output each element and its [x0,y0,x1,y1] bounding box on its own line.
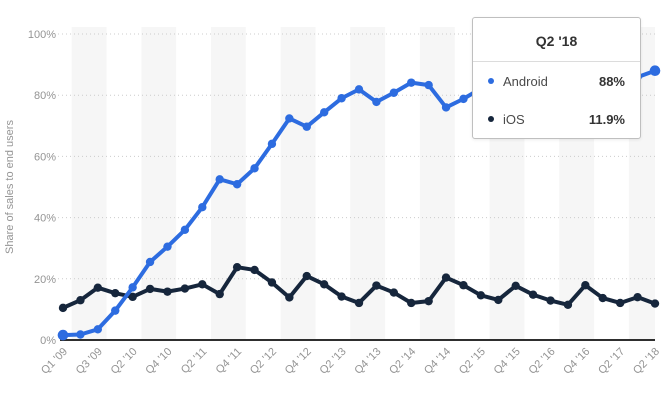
ios-data-point[interactable] [407,298,416,308]
y-axis-tick-label: 0% [40,335,56,347]
y-axis-title: Share of sales to end users [4,120,16,254]
android-data-point[interactable] [250,164,259,173]
tooltip-row-ios[interactable]: iOS 11.9% [473,100,640,138]
ios-data-point[interactable] [389,288,399,297]
x-axis-tick-label: Q2 '16 [526,346,557,377]
tooltip-label-android: Android [503,73,548,89]
x-axis-tick-label: Q2 '10 [109,346,140,377]
x-axis-tick-label: Q2 '14 [387,346,418,377]
android-data-point[interactable] [302,122,311,131]
tooltip-row-android[interactable]: Android 88% [473,62,640,100]
ios-data-point[interactable] [319,280,329,289]
ios-data-point[interactable] [198,280,207,289]
x-axis-tick-label: Q2 '13 [318,346,349,377]
ios-data-point[interactable] [598,293,607,303]
ios-data-point[interactable] [163,287,172,296]
android-data-point[interactable] [128,283,137,292]
ios-data-point[interactable] [581,281,590,290]
ios-data-point[interactable] [528,290,538,299]
plot-band-stripe [419,27,455,340]
ios-data-point[interactable] [285,293,294,302]
ios-data-point[interactable] [128,292,137,302]
ios-data-point[interactable] [180,284,190,293]
ios-data-point[interactable] [93,283,103,292]
x-axis-tick-label: Q2 '17 [596,346,627,377]
x-axis-tick-label: Q2 '12 [248,346,279,377]
x-axis-tick-label: Q4 '15 [492,346,523,377]
android-data-point[interactable] [354,85,364,94]
android-data-point[interactable] [459,94,468,104]
android-data-point[interactable] [372,97,381,107]
ios-data-point[interactable] [633,292,642,302]
x-axis-tick-label: Q4 '16 [561,346,592,377]
android-data-point[interactable] [424,80,433,90]
y-axis-tick-label: 60% [34,151,56,163]
x-axis-tick-label: Q1 '09 [39,346,70,377]
android-data-point[interactable] [111,306,120,315]
tooltip-value-ios: 11.9% [588,111,625,127]
ios-data-point[interactable] [215,289,224,299]
x-axis-tick-label: Q4 '12 [283,346,314,377]
x-axis-tick-label: Q2 '18 [631,346,662,377]
android-data-point[interactable] [407,78,416,87]
ios-data-point[interactable] [111,288,120,298]
y-axis-tick-label: 40% [34,213,56,225]
android-data-point[interactable] [215,175,224,184]
ios-data-point[interactable] [76,296,85,305]
ios-series-bullet-icon [488,116,494,122]
android-data-point[interactable] [145,257,155,267]
ios-data-point[interactable] [650,299,660,308]
ios-data-point[interactable] [145,284,155,294]
y-axis-tick-label: 100% [28,29,56,41]
x-axis-tick-label: Q2 '15 [457,346,488,377]
android-data-point[interactable] [76,330,85,339]
ios-data-point[interactable] [615,298,625,308]
ios-data-point[interactable] [511,281,520,291]
ios-data-point[interactable] [546,296,555,305]
android-data-point[interactable] [389,88,399,97]
android-data-point[interactable] [337,94,346,103]
ios-data-point[interactable] [354,298,364,308]
y-axis-tick-label: 20% [34,274,56,286]
ios-data-point[interactable] [302,271,311,281]
android-data-point[interactable] [93,325,103,334]
android-data-point[interactable] [441,103,451,112]
android-data-point[interactable] [198,202,207,212]
android-data-point[interactable] [232,180,242,189]
x-axis-tick-label: Q4 '14 [422,346,453,377]
ios-data-point[interactable] [267,278,277,287]
android-data-point[interactable] [267,139,277,149]
x-axis-tick-label: Q2 '11 [179,346,210,377]
ios-data-point[interactable] [494,295,503,305]
ios-data-point[interactable] [424,296,433,306]
x-axis-tick-label: Q4 '10 [143,346,174,377]
tooltip-label-ios: iOS [503,111,525,127]
ios-data-point[interactable] [232,262,242,272]
tooltip-value-android: 88% [598,73,625,89]
ios-data-point[interactable] [372,281,381,290]
x-axis-tick-label: Q3 '09 [74,346,105,377]
ios-data-point[interactable] [441,273,451,282]
android-series-bullet-icon [488,78,494,84]
ios-data-point[interactable] [476,291,486,300]
android-data-point[interactable] [285,114,294,123]
android-data-point[interactable] [319,108,329,117]
tooltip-divider [473,61,640,62]
android-data-point[interactable] [163,242,172,251]
android-data-point[interactable] [57,329,69,341]
x-axis-tick-label: Q4 '13 [352,346,383,377]
ios-data-point[interactable] [58,303,68,313]
ios-data-point[interactable] [563,300,573,310]
android-data-point[interactable] [649,65,661,77]
ios-data-point[interactable] [250,265,259,275]
ios-data-point[interactable] [459,281,468,290]
ios-data-point[interactable] [337,292,346,301]
chart-tooltip: Q2 '18 Android 88% iOS 11.9% [472,17,641,139]
tooltip-title: Q2 '18 [535,33,578,49]
y-axis-tick-label: 80% [34,90,56,102]
android-data-point[interactable] [180,225,190,235]
x-axis-tick-label: Q4 '11 [214,346,245,377]
